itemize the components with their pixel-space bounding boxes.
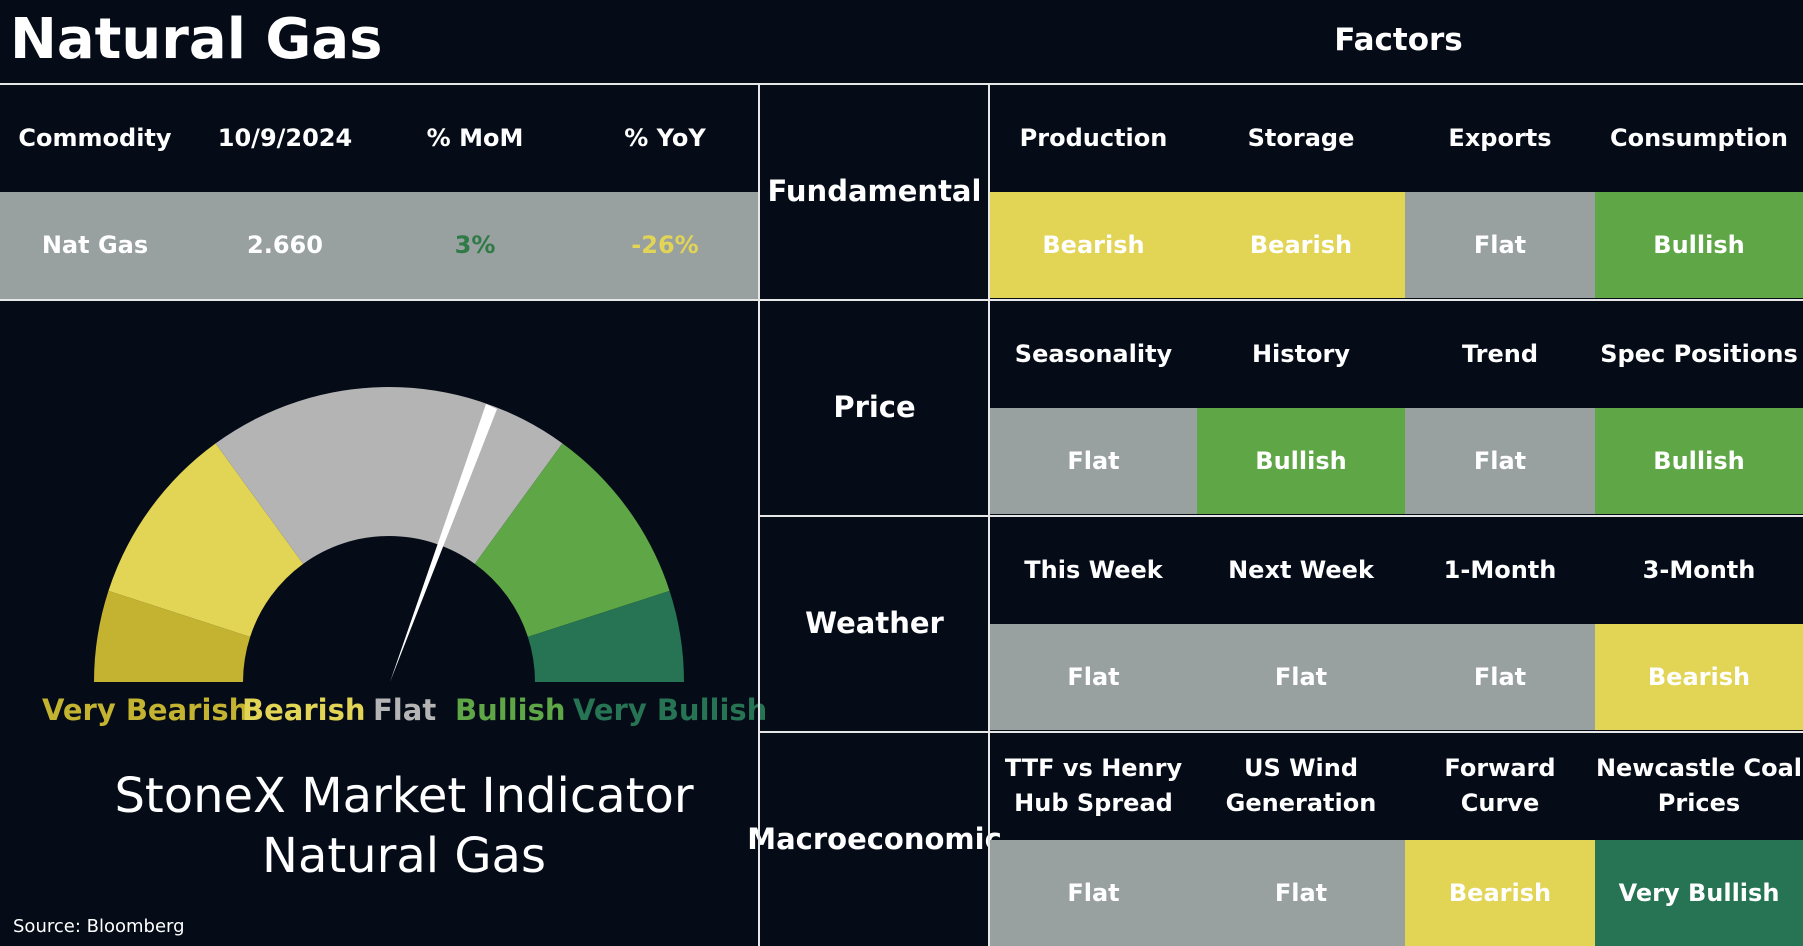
factor-value: Flat: [1405, 408, 1595, 514]
gauge-needle: [390, 404, 497, 682]
factor-label: 1-Month: [1443, 555, 1557, 584]
factors-title: Factors: [1334, 22, 1463, 58]
commodity-mom: 3%: [454, 231, 496, 259]
legend-very-bullish: Very Bullish: [573, 693, 768, 727]
factor-value: Bearish: [990, 192, 1197, 298]
gauge-segment-flat: [215, 387, 563, 564]
factor-value: Flat: [1197, 624, 1405, 730]
commodity-name: Nat Gas: [41, 231, 149, 259]
divider: [988, 83, 990, 946]
factor-label: Seasonality: [1014, 339, 1173, 368]
factor-value: Bearish: [1595, 624, 1803, 730]
factor-category: Weather: [805, 606, 944, 640]
factor-label: Storage: [1247, 123, 1355, 152]
indicator-line-2: Natural Gas: [262, 828, 546, 884]
legend-bearish: Bearish: [242, 693, 366, 727]
factor-value: Flat: [990, 624, 1197, 730]
mom-header: % MoM: [426, 123, 524, 152]
factor-label: History: [1251, 339, 1351, 368]
factor-label: Forward Curve: [1444, 754, 1556, 817]
yoy-header: % YoY: [624, 123, 706, 152]
factor-value: Very Bullish: [1595, 840, 1803, 946]
gauge-segment-bearish: [108, 443, 304, 637]
market-gauge: [94, 387, 684, 682]
factor-label: Consumption: [1609, 123, 1789, 152]
factor-category: Fundamental: [767, 174, 982, 208]
source-note: Source: Bloomberg: [13, 916, 185, 937]
divider: [758, 731, 1803, 733]
factor-value: Bullish: [1595, 192, 1803, 298]
factor-label: Newcastle Coal Prices: [1595, 754, 1803, 817]
factor-value: Flat: [1197, 840, 1405, 946]
legend-bullish: Bullish: [455, 693, 566, 727]
factor-label: TTF vs Henry Hub Spread: [1004, 754, 1183, 817]
factor-label: 3-Month: [1642, 555, 1756, 584]
commodity-row: [0, 192, 758, 299]
factor-value: Bearish: [1197, 192, 1405, 298]
factor-value: Bearish: [1405, 840, 1595, 946]
factor-label: Trend: [1461, 339, 1539, 368]
factor-label: US Wind Generation: [1225, 754, 1377, 817]
gauge-segment-very-bullish: [527, 590, 684, 682]
divider: [0, 83, 1803, 85]
factor-label: Spec Positions: [1600, 339, 1798, 368]
factor-value: Bullish: [1197, 408, 1405, 514]
factor-label: Next Week: [1228, 555, 1374, 584]
factor-label: Production: [1019, 123, 1168, 152]
factor-category: Macroeconomic: [747, 822, 1002, 856]
commodity-price: 2.660: [247, 231, 323, 259]
divider: [758, 515, 1803, 517]
market-indicator-title: StoneX Market Indicator Natural Gas: [100, 766, 708, 886]
factor-label: Exports: [1448, 123, 1552, 152]
gauge-segment-bullish: [474, 443, 670, 637]
legend-flat: Flat: [373, 693, 437, 727]
legend-very-bearish: Very Bearish: [42, 693, 250, 727]
factor-value: Flat: [990, 408, 1197, 514]
date-header: 10/9/2024: [217, 123, 353, 152]
factor-value: Bullish: [1595, 408, 1803, 514]
gauge-segment-very-bearish: [94, 590, 251, 682]
divider: [0, 299, 1803, 301]
divider: [758, 83, 760, 946]
indicator-line-1: StoneX Market Indicator: [114, 768, 694, 824]
factor-value: Flat: [1405, 624, 1595, 730]
factor-value: Flat: [990, 840, 1197, 946]
factor-value: Flat: [1405, 192, 1595, 298]
commodity-header: Commodity: [18, 123, 172, 152]
factor-category: Price: [833, 390, 916, 424]
commodity-yoy: -26%: [631, 231, 699, 259]
page-title: Natural Gas: [10, 7, 383, 72]
factor-label: This Week: [1024, 555, 1163, 584]
